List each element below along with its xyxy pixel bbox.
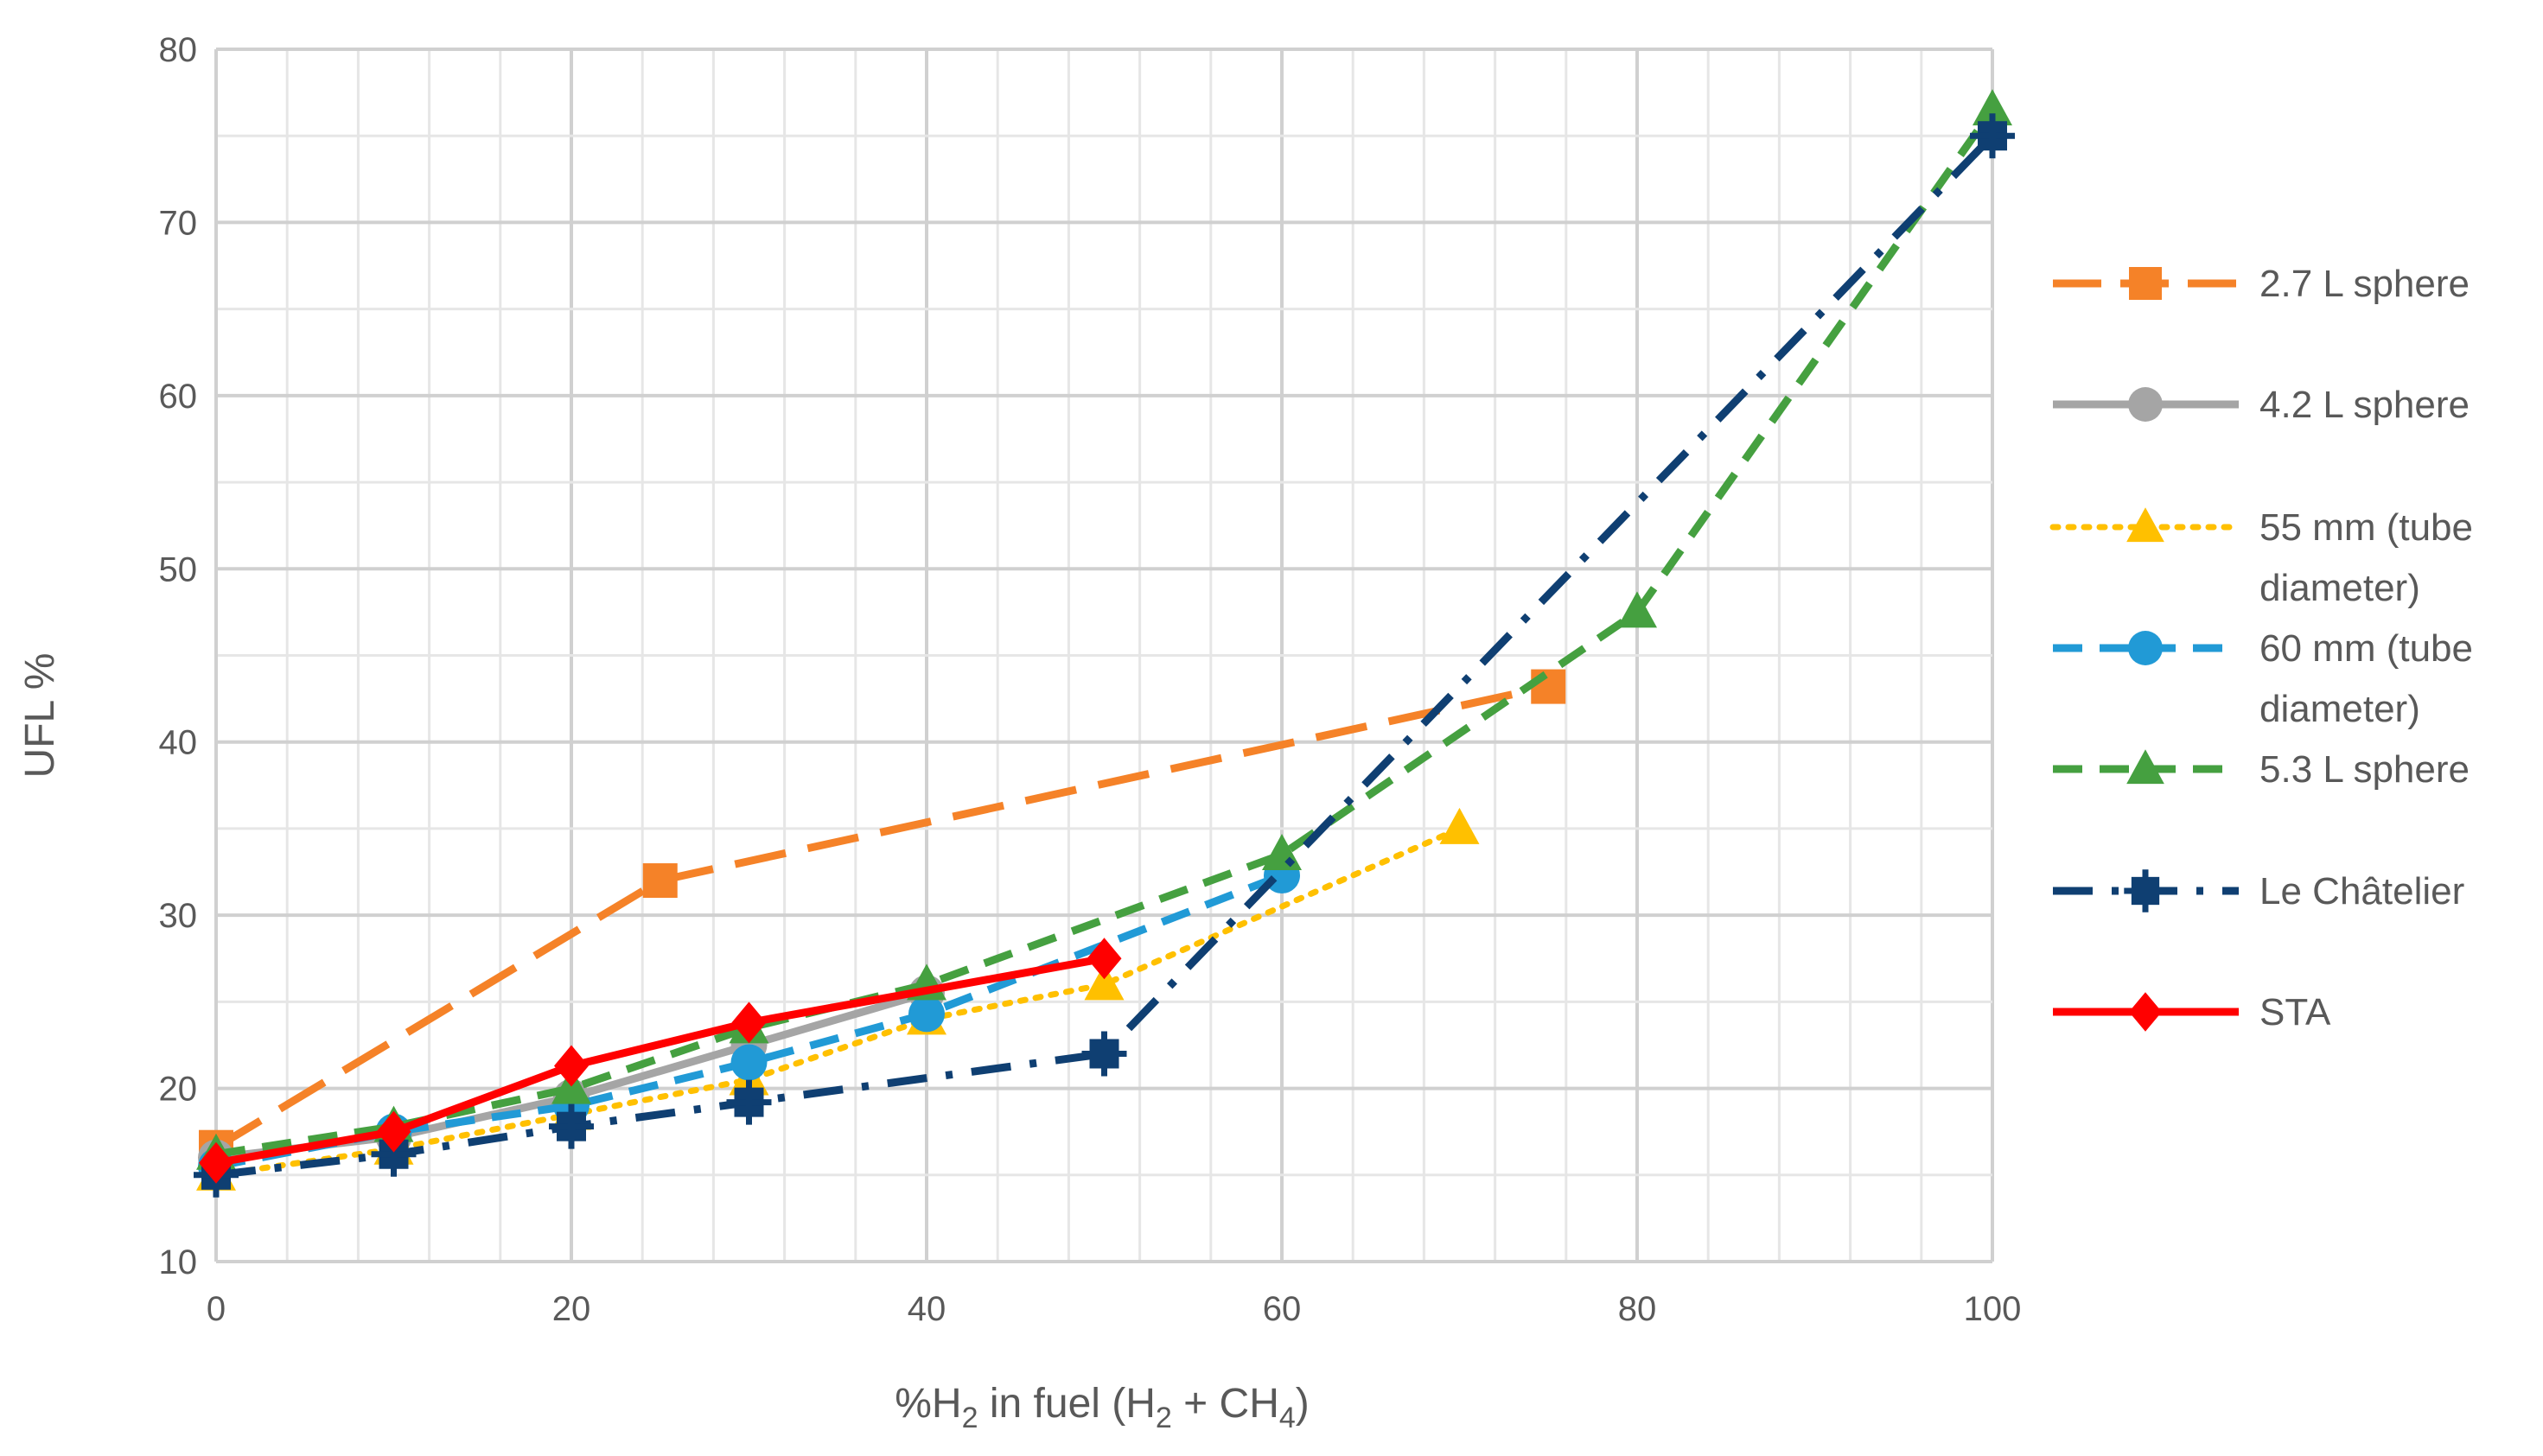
legend: 2.7 L sphere 4.2 L sphere 55 mm (tube diame…: [2049, 263, 2473, 1033]
x-tick-label: 100: [1964, 1290, 2022, 1328]
series-line: [215, 954, 1106, 1167]
legend-entry: STA: [2053, 991, 2331, 1033]
legend-label: 5.3 L sphere: [2259, 748, 2470, 791]
diamond-marker: [2129, 992, 2162, 1032]
x-axis-title-subscript: 4: [1279, 1402, 1296, 1434]
circle-marker: [2128, 387, 2163, 422]
data-point: [549, 1103, 594, 1149]
legend-entry: 4.2 L sphere: [2053, 384, 2470, 426]
x-axis-title: %H2 in fuel (H2 + CH4): [895, 1381, 1310, 1434]
x-tick-label: 20: [552, 1290, 591, 1328]
legend-entry: 5.3 L sphere: [2053, 748, 2470, 791]
data-point: [554, 1045, 589, 1087]
x-tick-label: 80: [1618, 1290, 1657, 1328]
x-tick-label: 40: [908, 1290, 946, 1328]
legend-label: 55 mm (tube: [2259, 506, 2473, 549]
triangle-marker: [2126, 507, 2164, 543]
y-tick-label: 60: [159, 378, 198, 416]
y-tick-label: 40: [159, 724, 198, 762]
legend-label: 2.7 L sphere: [2259, 263, 2470, 305]
data-point: [908, 995, 945, 1033]
legend-label: diameter): [2259, 567, 2420, 609]
data-point: [726, 1079, 772, 1125]
data-point: [1087, 938, 1122, 980]
gridlines: [214, 48, 1994, 1263]
series-sta: [199, 938, 1122, 1184]
legend-label: 60 mm (tube: [2259, 627, 2473, 670]
x-tick-label: 60: [1263, 1290, 1302, 1328]
legend-entry: Le Châtelier: [2053, 869, 2464, 912]
data-point: [1973, 89, 2012, 126]
data-point: [1084, 963, 1125, 1001]
square-cross-marker: [2124, 869, 2167, 912]
circle-marker: [2128, 631, 2163, 665]
square-marker: [2129, 267, 2162, 300]
legend-entry: 60 mm (tube diameter): [2053, 627, 2473, 730]
x-axis-title-subscript: 2: [962, 1402, 978, 1434]
x-axis-title-part: + CH: [1172, 1381, 1279, 1427]
data-point: [1262, 833, 1302, 870]
data-point: [730, 1044, 768, 1081]
data-point: [731, 1001, 767, 1044]
data-point: [1617, 591, 1657, 628]
series-line: [215, 133, 1996, 1179]
legend-label: Le Châtelier: [2259, 870, 2464, 912]
data-point: [1531, 669, 1566, 704]
data-point: [1970, 113, 2015, 159]
legend-label: STA: [2259, 991, 2331, 1033]
y-tick-label: 10: [159, 1243, 198, 1281]
y-tick-label: 50: [159, 550, 198, 588]
data-point: [1081, 1031, 1127, 1077]
y-tick-label: 20: [159, 1071, 198, 1109]
legend-label: diameter): [2259, 688, 2420, 730]
x-axis-title-part: %H: [895, 1381, 961, 1427]
x-axis-title-part: in fuel (H: [978, 1381, 1156, 1427]
series-line: [214, 683, 1550, 1151]
x-tick-label: 0: [207, 1290, 226, 1328]
plot-area: [194, 89, 2015, 1198]
legend-label: 4.2 L sphere: [2259, 384, 2470, 426]
series-5-3-l-sphere: [196, 89, 2012, 1170]
x-axis-title-subscript: 2: [1156, 1402, 1172, 1434]
y-tick-label: 30: [159, 897, 198, 935]
data-point: [376, 1110, 411, 1153]
data-point: [1439, 807, 1480, 844]
data-point: [199, 1141, 233, 1184]
y-tick-label: 80: [159, 31, 198, 69]
y-tick-label: 70: [159, 204, 198, 242]
data-point: [642, 863, 678, 899]
triangle-marker: [2126, 749, 2164, 785]
x-axis-title-part: ): [1296, 1381, 1310, 1427]
legend-entry: 2.7 L sphere: [2053, 263, 2470, 305]
y-axis-title: UFL %: [17, 653, 63, 779]
tick-labels: 0 20 40 60 80 100 10 20 30 40 50 60 70 80: [159, 31, 2022, 1328]
legend-entry: 55 mm (tube diameter): [2049, 506, 2473, 609]
